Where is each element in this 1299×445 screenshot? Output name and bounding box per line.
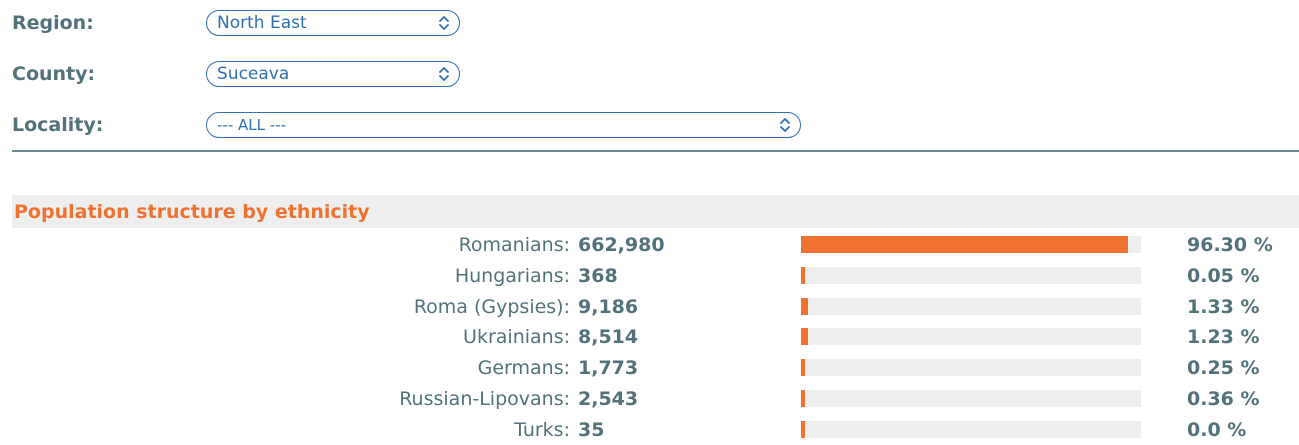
county-select[interactable]: Suceava <box>206 61 460 87</box>
ethnicity-count: 2,543 <box>578 388 639 410</box>
ethnicity-row: Germans: 1,773 0.25 % <box>0 353 1299 383</box>
ethnicity-percent: 0.05 % <box>1187 264 1260 287</box>
share-bar-track <box>801 328 1141 346</box>
ethnicity-percent: 0.25 % <box>1187 357 1260 380</box>
chevron-updown-icon <box>439 16 449 30</box>
share-bar-fill <box>801 390 805 407</box>
ethnicity-percent: 1.33 % <box>1187 295 1260 318</box>
ethnicity-name: Russian-Lipovans: <box>399 388 570 410</box>
ethnicity-count: 1,773 <box>578 357 639 380</box>
region-select[interactable]: North East <box>206 10 460 36</box>
locality-label: Locality: <box>12 114 104 136</box>
locality-select-value: --- ALL --- <box>217 116 286 134</box>
ethnicity-name: Roma (Gypsies): <box>413 295 570 318</box>
region-select-value: North East <box>217 13 307 33</box>
ethnicity-percent: 1.23 % <box>1187 326 1260 349</box>
ethnicity-name: Germans: <box>477 357 570 380</box>
section-header: Population structure by ethnicity <box>12 195 1299 228</box>
ethnicity-row: Hungarians: 368 0.05 % <box>0 261 1299 291</box>
locality-filter-row: Locality: --- ALL --- <box>12 112 801 138</box>
share-bar-track <box>801 390 1141 407</box>
share-bar-track <box>801 420 1141 438</box>
ethnicity-name: Turks: <box>514 418 570 441</box>
ethnicity-row: Roma (Gypsies): 9,186 1.33 % <box>0 292 1299 322</box>
ethnicity-count: 368 <box>578 264 618 287</box>
filter-divider <box>12 150 1299 152</box>
county-label: County: <box>12 63 96 85</box>
region-filter-row: Region: North East <box>12 10 460 36</box>
share-bar-fill <box>801 420 805 438</box>
locality-select[interactable]: --- ALL --- <box>206 112 801 138</box>
ethnicity-count: 662,980 <box>578 234 665 256</box>
chevron-updown-icon <box>780 118 790 132</box>
share-bar-fill <box>801 359 805 377</box>
county-filter-row: County: Suceava <box>12 61 460 87</box>
share-bar-track <box>801 236 1141 253</box>
ethnicity-count: 8,514 <box>578 326 639 349</box>
ethnicity-percent: 0.0 % <box>1187 418 1247 441</box>
ethnicity-count: 35 <box>578 418 605 441</box>
section-title: Population structure by ethnicity <box>14 200 370 223</box>
ethnicity-row: Turks: 35 0.0 % <box>0 415 1299 445</box>
share-bar-fill <box>801 266 805 284</box>
share-bar-track <box>801 359 1141 377</box>
ethnicity-name: Romanians: <box>458 234 570 256</box>
ethnicity-percent: 96.30 % <box>1187 234 1273 256</box>
county-select-value: Suceava <box>217 64 290 84</box>
ethnicity-name: Hungarians: <box>454 264 570 287</box>
chevron-updown-icon <box>439 67 449 81</box>
ethnicity-row: Russian-Lipovans: 2,543 0.36 % <box>0 384 1299 414</box>
share-bar-track <box>801 266 1141 284</box>
share-bar-fill <box>801 297 808 315</box>
share-bar-track <box>801 297 1141 315</box>
ethnicity-row: Romanians: 662,980 96.30 % <box>0 230 1299 260</box>
ethnicity-name: Ukrainians: <box>463 326 570 349</box>
ethnicity-percent: 0.36 % <box>1187 388 1260 410</box>
ethnicity-count: 9,186 <box>578 295 639 318</box>
region-label: Region: <box>12 12 94 34</box>
share-bar-fill <box>801 236 1129 253</box>
ethnicity-row: Ukrainians: 8,514 1.23 % <box>0 322 1299 352</box>
share-bar-fill <box>801 328 808 346</box>
